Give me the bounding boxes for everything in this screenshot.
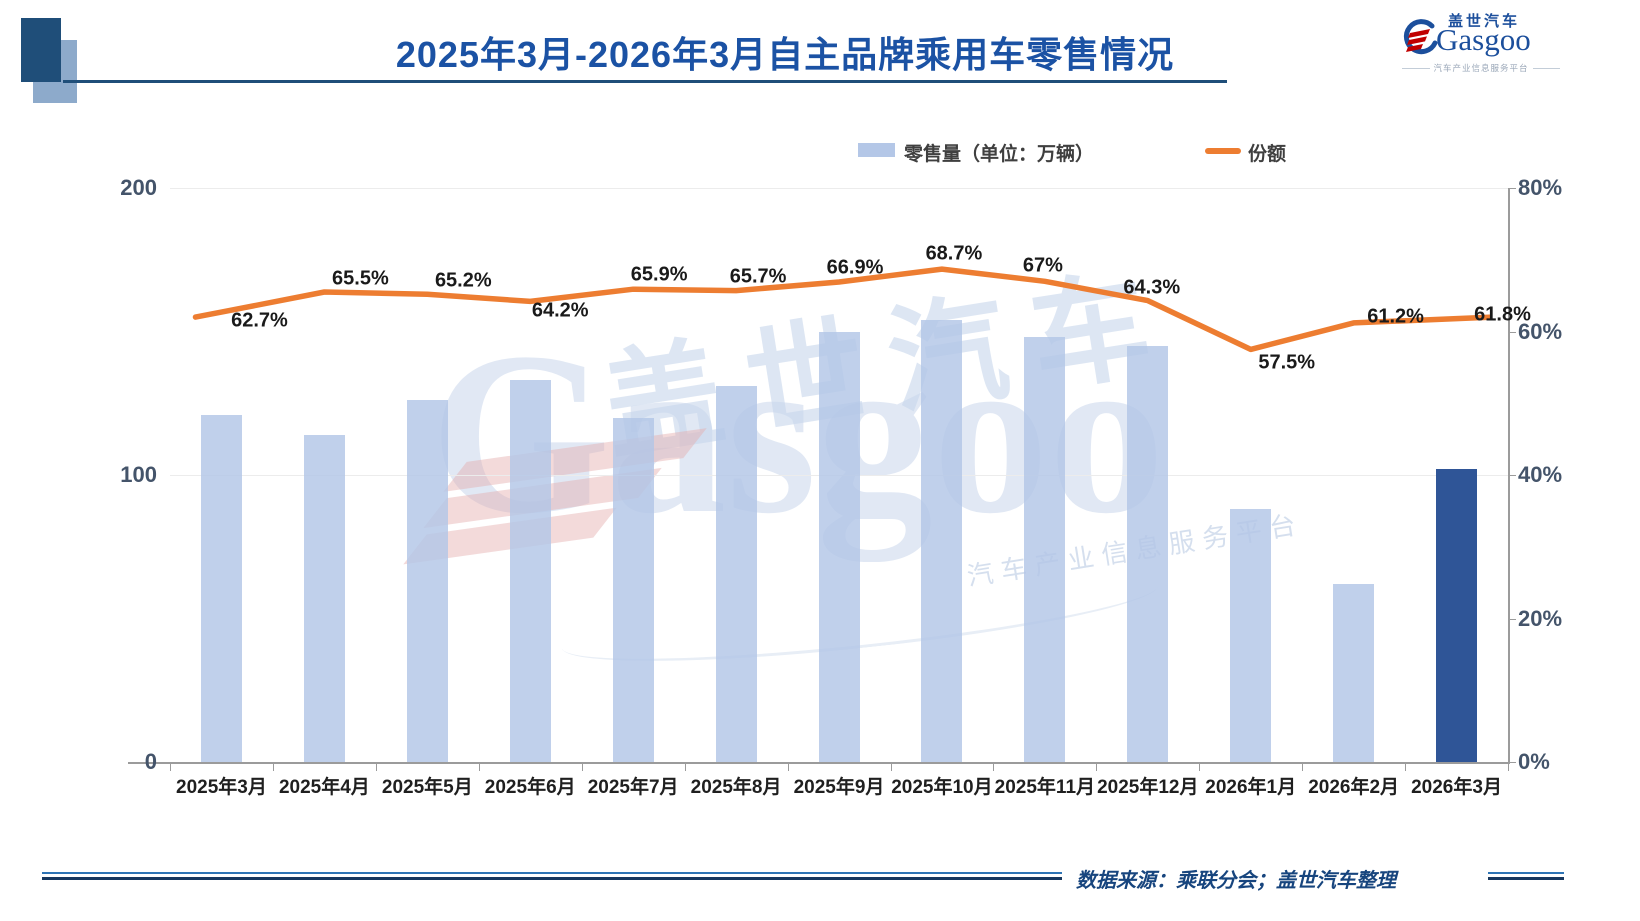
logo-tagline: 汽车产业信息服务平台 (1402, 62, 1561, 74)
left-axis-tick-label-200: 200 (120, 175, 157, 200)
x-axis-tick (993, 764, 995, 771)
plot-area: 62.7% 65.5% 65.2% 64.2% 65.9% 65.7% 66.9% 68.7%… (128, 188, 1531, 771)
share-label-2025年4月: 65.5% (332, 267, 389, 290)
left-axis-tick-label-100: 100 (120, 462, 157, 487)
share-label-2025年12月: 64.3% (1123, 276, 1181, 299)
share-label-2026年2月: 61.2% (1367, 305, 1424, 328)
x-label-2025年5月: 2025年5月 (381, 777, 473, 798)
bar-2025年4月 (303, 434, 345, 762)
bar-2026年1月 (1230, 509, 1272, 762)
decor-square-dark (21, 18, 61, 82)
x-axis-tick (478, 764, 480, 771)
legend-bar-swatch (858, 143, 895, 157)
logo-tagline-rule-right (1532, 67, 1561, 69)
x-label-2026年1月: 2026年1月 (1205, 777, 1297, 798)
x-axis-tick (787, 764, 789, 771)
x-label-2025年12月: 2025年12月 (1097, 777, 1199, 798)
footer-rule-right (1488, 872, 1564, 880)
right-axis-tick-label-40%: 40% (1518, 462, 1563, 487)
share-label-2025年9月: 66.9% (826, 256, 884, 279)
x-label-2025年9月: 2025年9月 (793, 777, 885, 798)
x-label-2025年6月: 2025年6月 (484, 777, 576, 798)
x-axis-tick (684, 764, 686, 771)
right-axis-line (1508, 188, 1510, 764)
data-source-note: 数据来源：乘联分会；盖世汽车整理 (1076, 870, 1396, 892)
title-underline (63, 80, 1227, 83)
bar-2026年2月 (1333, 584, 1375, 762)
x-axis-tick (581, 764, 583, 771)
share-label-2026年1月: 57.5% (1258, 351, 1316, 374)
share-line-layer (192, 266, 1493, 353)
share-line (192, 266, 1493, 353)
x-axis-tick (1405, 764, 1407, 771)
left-axis-tick-label-0: 0 (144, 749, 157, 774)
share-label-2025年10月: 68.7% (925, 242, 983, 265)
right-axis-tick (1510, 618, 1516, 620)
x-axis-tick (375, 764, 377, 771)
bar-2025年6月 (509, 380, 551, 762)
x-label-2026年2月: 2026年2月 (1308, 777, 1400, 798)
x-axis-tick (890, 764, 892, 771)
gridline-200 (170, 188, 1508, 189)
share-label-2025年8月: 65.7% (729, 265, 787, 288)
x-label-2025年10月: 2025年10月 (891, 777, 993, 798)
right-axis-tick (1510, 188, 1516, 189)
bar-2026年3月 (1436, 469, 1478, 762)
share-label-2025年5月: 65.2% (434, 269, 492, 292)
x-axis-tick (1096, 764, 1098, 771)
share-label-2025年7月: 65.9% (630, 263, 688, 286)
logo-tagline-rule-left (1402, 67, 1430, 69)
x-axis-line (128, 762, 1508, 764)
bar-2025年8月 (715, 386, 757, 762)
x-axis-tick (1199, 764, 1201, 771)
logo-brand-cn: 盖世汽车 (1448, 13, 1521, 30)
x-axis-tick (272, 764, 274, 771)
x-axis-tick (170, 764, 171, 771)
legend-bar-label: 零售量（单位：万辆） (904, 144, 1095, 165)
x-label-2025年11月: 2025年11月 (994, 777, 1096, 798)
gasgoo-logo: 盖世汽车 Gasgoo 汽车产业信息服务平台 (1396, 10, 1566, 84)
right-axis-tick-label-20%: 20% (1518, 605, 1563, 631)
x-label-2025年3月: 2025年3月 (176, 777, 267, 798)
x-axis-tick (1302, 764, 1304, 771)
logo-tagline-text: 汽车产业信息服务平台 (1433, 63, 1529, 73)
share-label-2026年3月: 61.8% (1474, 303, 1531, 326)
page-title: 2025年3月-2026年3月自主品牌乘用车零售情况 (395, 34, 1175, 75)
bar-2025年3月 (200, 414, 242, 762)
share-label-2025年11月: 67% (1022, 254, 1063, 277)
x-label-2025年7月: 2025年7月 (587, 777, 679, 798)
share-label-2025年3月: 62.7% (231, 309, 288, 332)
x-label-2025年4月: 2025年4月 (278, 777, 370, 798)
bar-2025年5月 (406, 400, 448, 762)
right-axis-tick (1510, 475, 1516, 476)
footer-rule-left (42, 872, 1062, 880)
right-axis-tick (1510, 331, 1516, 333)
right-axis-tick-label-0%: 0% (1518, 749, 1550, 774)
chart-legend: 零售量（单位：万辆） 份额 (0, 133, 1640, 165)
right-axis-tick (1510, 762, 1516, 763)
x-label-2026年3月: 2026年3月 (1411, 777, 1502, 798)
logo-brand-en: Gasgoo (1436, 22, 1531, 57)
right-axis-tick-label-60%: 60% (1518, 318, 1563, 344)
right-axis-tick-label-80%: 80% (1518, 175, 1563, 200)
bar-2025年9月 (818, 331, 860, 762)
bar-2025年11月 (1024, 337, 1066, 762)
gasgoo-logo-icon (1398, 18, 1440, 65)
bar-2025年7月 (612, 417, 654, 762)
legend-line-swatch (1205, 148, 1241, 154)
share-label-2025年6月: 64.2% (531, 299, 589, 322)
bar-2025年10月 (921, 320, 963, 762)
legend-line-label: 份额 (1248, 144, 1287, 165)
x-label-2025年8月: 2025年8月 (690, 777, 782, 798)
x-axis-tick (1508, 764, 1509, 771)
bar-2025年12月 (1127, 345, 1169, 762)
